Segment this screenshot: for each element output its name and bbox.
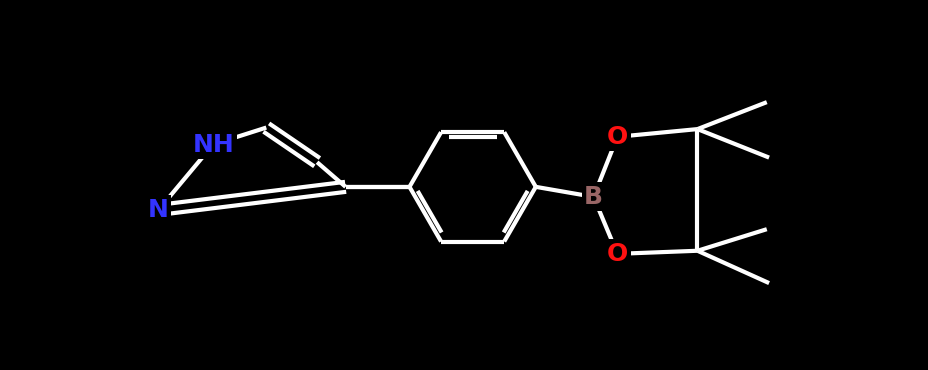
Text: NH: NH — [192, 132, 234, 157]
Text: B: B — [584, 185, 602, 209]
Text: O: O — [606, 242, 627, 266]
Text: N: N — [148, 198, 169, 222]
Text: O: O — [606, 125, 627, 149]
